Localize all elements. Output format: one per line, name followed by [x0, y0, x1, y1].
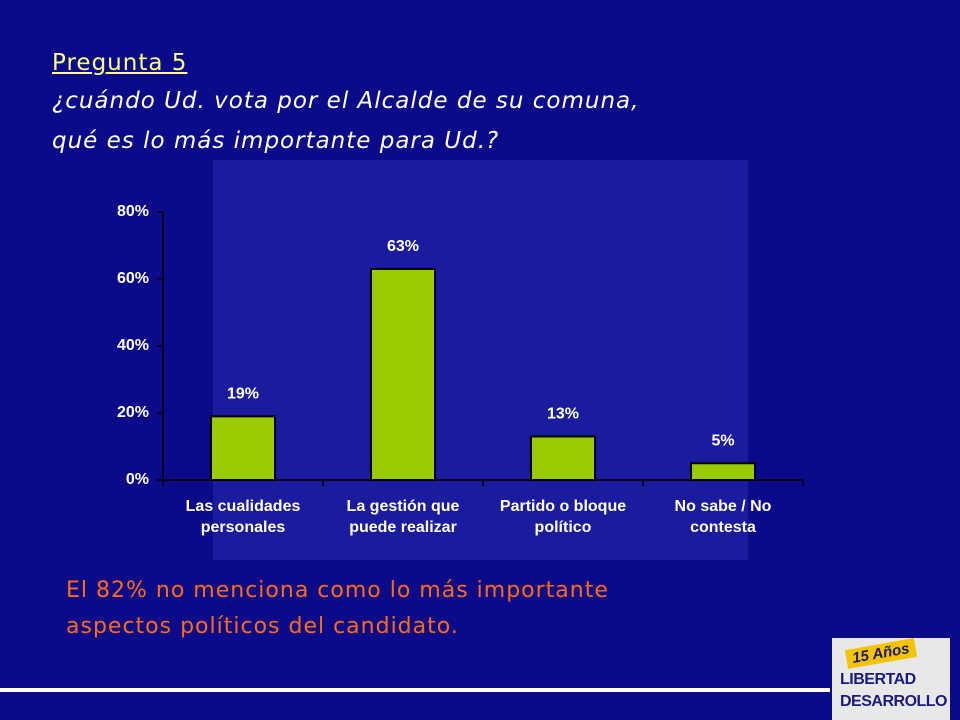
y-tick-label: 20%	[117, 404, 149, 421]
logo-text: DESARROLLO	[840, 693, 948, 710]
bar	[210, 415, 276, 482]
footnote-line: El 82% no menciona como lo más important…	[66, 578, 609, 603]
slide-title: Pregunta 5	[52, 50, 188, 76]
x-tick-label: Las cualidades personales	[185, 498, 301, 536]
y-tick-label: 0%	[126, 471, 149, 488]
x-tick-label: Partido o bloque político	[499, 498, 627, 536]
x-tick-label: La gestión que puede realizar	[346, 498, 460, 536]
x-tick-label: No sabe / No contesta	[674, 498, 772, 536]
plot-panel	[213, 160, 748, 560]
y-tick-label: 80%	[117, 203, 149, 220]
logo: 15 Años LIBERTAD DESARROLLO	[832, 638, 950, 720]
bar	[530, 435, 596, 482]
data-label: 13%	[547, 406, 579, 423]
data-label: 63%	[387, 238, 419, 255]
bar	[690, 462, 756, 481]
bar	[370, 267, 436, 482]
y-tick-label: 40%	[117, 337, 149, 354]
data-label: 19%	[227, 386, 259, 403]
footnote-line: aspectos políticos del candidato.	[66, 614, 459, 639]
question-line: qué es lo más importante para Ud.?	[52, 128, 500, 154]
question-line: ¿cuándo Ud. vota por el Alcalde de su co…	[52, 88, 640, 114]
logo-text: LIBERTAD	[840, 671, 916, 688]
logo-badge: 15 Años	[844, 638, 917, 669]
data-label: 5%	[711, 432, 734, 449]
y-tick-label: 60%	[117, 270, 149, 287]
